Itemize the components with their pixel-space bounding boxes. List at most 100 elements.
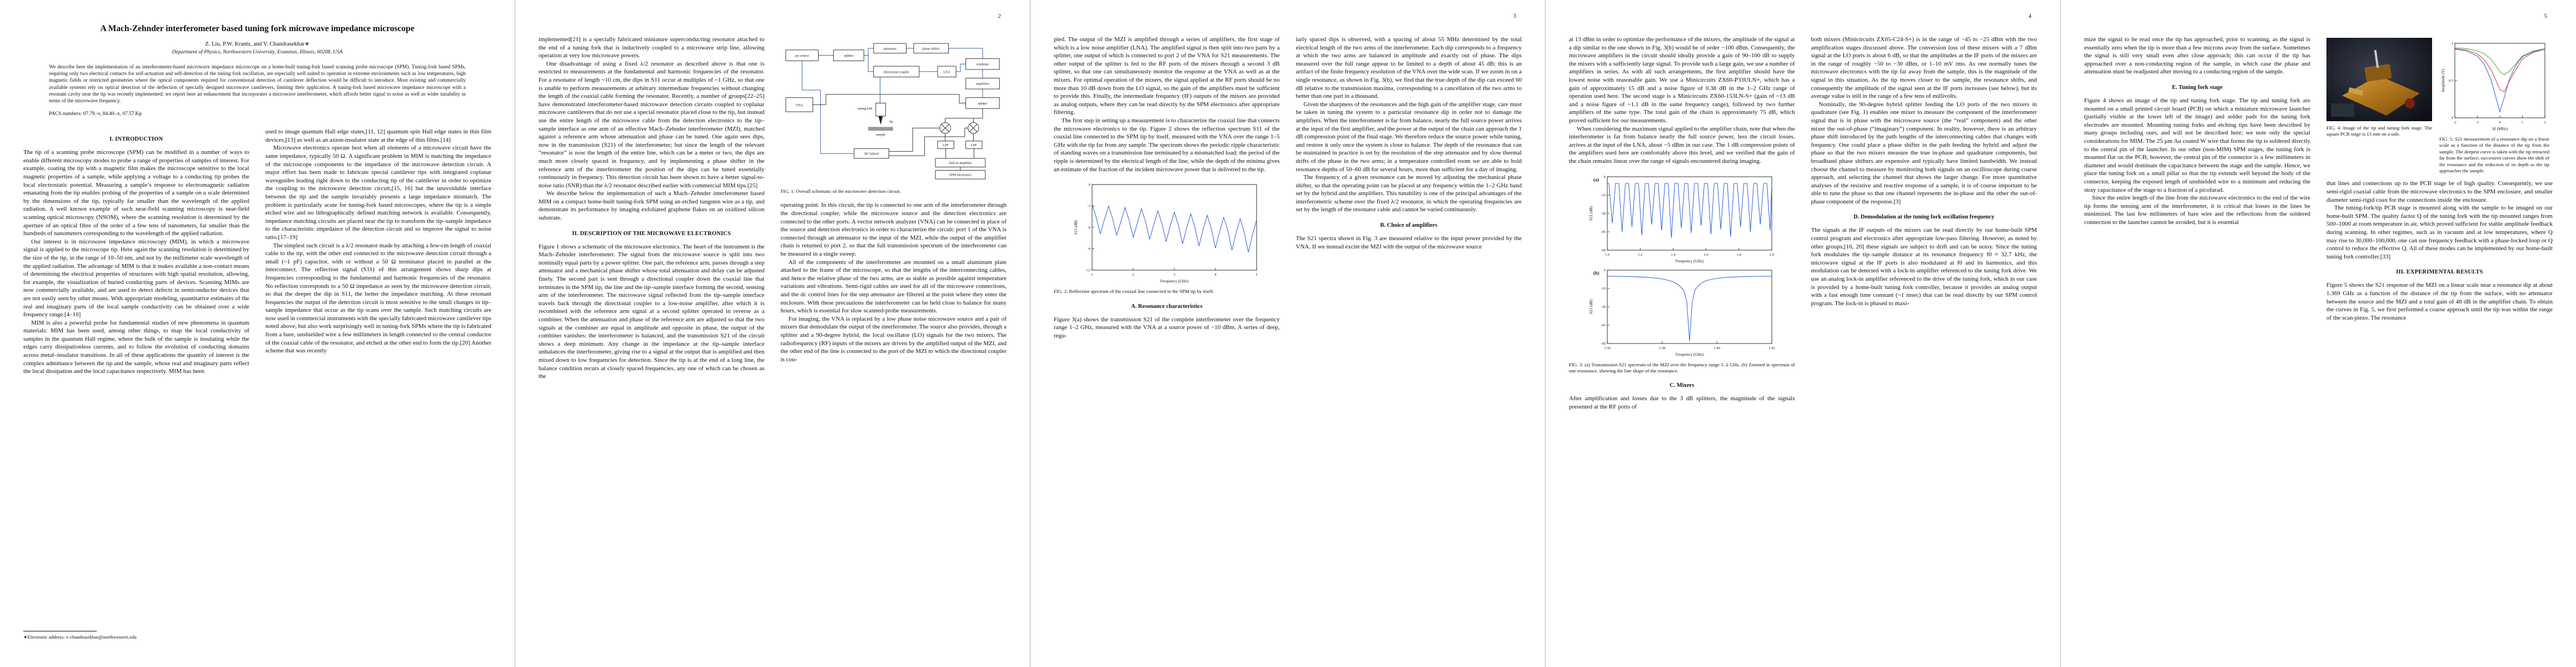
paragraph: that lines and connections up to the PCB… bbox=[2326, 180, 2553, 203]
page-2-column-2: μw source splitter attenuator phase shif… bbox=[781, 36, 1007, 633]
paper-affiliation: Department of Physics, Northwestern Univ… bbox=[172, 49, 343, 55]
svg-text:1.40: 1.40 bbox=[1714, 346, 1720, 350]
section-heading: A. Resonance characteristics bbox=[1130, 303, 1203, 310]
paragraph: We describe below the implementation of … bbox=[539, 190, 765, 222]
svg-text:1.6: 1.6 bbox=[1704, 253, 1709, 257]
paragraph: When considering the maximum signal appl… bbox=[1569, 125, 1795, 165]
launcher-pad bbox=[2348, 87, 2364, 96]
amplifiers-label: amplifiers bbox=[976, 82, 990, 86]
mixer-symbols bbox=[939, 122, 979, 134]
svg-text:1.2: 1.2 bbox=[1638, 253, 1642, 257]
page-4-column-1: at 13 dBm in order to optimize the perfo… bbox=[1569, 36, 1795, 633]
page-number: 2 bbox=[998, 13, 1001, 19]
coupler-label: directional coupler bbox=[884, 71, 909, 74]
paragraph: operating point. In this circuit, the ti… bbox=[780, 202, 1007, 257]
svg-text:0: 0 bbox=[2499, 121, 2500, 125]
svg-text:-3: -3 bbox=[1088, 205, 1090, 208]
combiner-label: combiner bbox=[976, 63, 989, 67]
svg-text:0: 0 bbox=[1604, 268, 1606, 272]
svg-text:Frequency (GHz): Frequency (GHz) bbox=[1676, 352, 1704, 357]
paper-abstract: We describe here the implementation of a… bbox=[49, 64, 466, 104]
circuit-schematic-drawing: μw source splitter attenuator phase shif… bbox=[785, 43, 1000, 180]
section-heading: B. Choice of amplifiers bbox=[1380, 222, 1438, 229]
svg-text:Frequency (GHz): Frequency (GHz) bbox=[1676, 259, 1704, 263]
paragraph: The tip of a scanning probe microscope (… bbox=[23, 149, 250, 237]
svg-text:-60: -60 bbox=[1601, 248, 1606, 252]
panel-b-label: (b) bbox=[1593, 270, 1600, 276]
svg-text:Frequency (GHz): Frequency (GHz) bbox=[1160, 279, 1189, 283]
svg-text:5: 5 bbox=[1256, 273, 1258, 277]
section-heading: D. Demodulation at the tuning fork oscil… bbox=[1853, 214, 1995, 221]
tip-symbol bbox=[878, 116, 883, 125]
paragraph: both mixers (Minicircuits ZX05-C24-S+) i… bbox=[1811, 36, 2037, 100]
page-3: 3 pled. The output of the MZI is amplifi… bbox=[1030, 0, 1546, 667]
footnote: ∗Electronic address: v-chandrasekhar@nor… bbox=[23, 631, 250, 640]
footnote-text: ∗Electronic address: v-chandrasekhar@nor… bbox=[23, 634, 137, 640]
svg-text:S21 (dB): S21 (dB) bbox=[1589, 299, 1593, 314]
paragraph: at 13 dBm in order to optimize the perfo… bbox=[1569, 36, 1795, 124]
svg-text:-30: -30 bbox=[1601, 212, 1606, 216]
paragraph: Given the sharpness of the resonances an… bbox=[1296, 101, 1522, 173]
lockin-label: lock-in amplifier bbox=[949, 161, 971, 165]
paper-title: A Mach-Zehnder interferometer based tuni… bbox=[100, 24, 415, 33]
figure-row: FIG. 4: Image of the tip and tuning fork… bbox=[2326, 38, 2553, 174]
schematic-labels: μw source splitter attenuator phase shif… bbox=[795, 47, 989, 177]
paragraph: The tuning-fork/tip PCB stage is mounted… bbox=[2326, 205, 2553, 260]
tuning-fork-label: tuning fork bbox=[858, 107, 873, 111]
svg-text:1.36: 1.36 bbox=[1605, 346, 1611, 350]
figure-5-approach-curves: -2 -1 0 1 2 0 0.5 1 Δf (MHz) Amplitude (V) FIG. 5… bbox=[2439, 38, 2549, 174]
paragraph: Nominally, the 90-degree hybrid splitter… bbox=[1811, 101, 2037, 205]
paragraph: mize the signal to be read once the tip … bbox=[2084, 36, 2310, 76]
svg-text:2: 2 bbox=[2544, 121, 2545, 125]
hybrid-label: 90° hybrid bbox=[864, 152, 879, 156]
page-5-columns: mize the signal to be read once the tip … bbox=[2084, 36, 2553, 633]
paragraph: The simplest such circuit is a λ/2 reson… bbox=[265, 242, 492, 355]
figure-1-caption: FIG. 1: Overall schematic of the microwa… bbox=[780, 188, 901, 194]
page-5-column-1: mize the signal to be read once the tip … bbox=[2084, 36, 2310, 633]
svg-text:4: 4 bbox=[1215, 273, 1217, 277]
panel-a-label: (a) bbox=[1593, 176, 1599, 182]
page-number: 3 bbox=[1513, 13, 1516, 19]
paragraph: Microwave electronics operate best when … bbox=[265, 145, 492, 241]
section-heading: E. Tuning fork stage bbox=[2171, 84, 2223, 91]
paragraph: Our interest is in microwave impedance m… bbox=[23, 238, 250, 318]
figure-4-caption: FIG. 4: Image of the tip and tuning fork… bbox=[2326, 125, 2432, 137]
figure-1-circuit-schematic: μw source splitter attenuator phase shif… bbox=[781, 41, 1007, 195]
paragraph: Since the entire length of the line from… bbox=[2084, 195, 2310, 226]
page-1-column-1: I. INTRODUCTION The tip of a scanning pro… bbox=[23, 128, 250, 573]
svg-text:1: 1 bbox=[2522, 121, 2523, 125]
section-heading: III. EXPERIMENTAL RESULTS bbox=[2396, 269, 2483, 276]
lpf1-label: LPF bbox=[943, 144, 949, 147]
page-2-column-1: implemented[21] is a specially fabricate… bbox=[539, 36, 765, 633]
figure-2-reflection-spectrum: 1 2 3 4 5 0 -3 -6 -9 -12 Frequency (GHz) S11 (dB) F… bbox=[1054, 179, 1280, 295]
schematic-if-lines bbox=[813, 94, 983, 171]
page-3-columns: pled. The output of the MZI is amplified… bbox=[1054, 36, 1522, 633]
figure-3-transmission-spectrum: (a) 1.0 1.2 1.4 1.6 1.8 2.0 0 -15 -30 -45 -60 Frequ… bbox=[1569, 171, 1795, 375]
splitter-label: splitter bbox=[844, 54, 853, 58]
svg-text:S21 (dB): S21 (dB) bbox=[1589, 206, 1593, 221]
page-number: 5 bbox=[2544, 13, 2547, 19]
tuning-fork-stage-photo bbox=[2326, 38, 2432, 121]
paragraph: Figure 1 shows a schematic of the microw… bbox=[539, 243, 765, 380]
page-1-columns: I. INTRODUCTION The tip of a scanning pro… bbox=[23, 128, 491, 573]
page-4: 4 at 13 dBm in order to optimize the per… bbox=[1546, 0, 2061, 667]
solder-blob bbox=[2405, 98, 2415, 108]
paragraph: Figure 4 shows an image of the tip and t… bbox=[2084, 97, 2310, 193]
paragraph: Figure 5 shows the S21 response of the M… bbox=[2326, 282, 2553, 321]
svg-text:1: 1 bbox=[1092, 273, 1093, 277]
paragraph: implemented[21] is a specially fabricate… bbox=[539, 36, 765, 59]
svg-text:1: 1 bbox=[2452, 42, 2453, 46]
figure-3-panel-b: (b) 1.36 1.38 1.40 1.42 0 -15 -30 -45 -60 Frequen… bbox=[1569, 265, 1795, 358]
page-2-columns: implemented[21] is a specially fabricate… bbox=[539, 36, 1007, 633]
page-1-column-2: used to image quantum Hall edge states,[… bbox=[266, 128, 492, 573]
svg-text:0: 0 bbox=[1089, 183, 1090, 187]
svg-text:2: 2 bbox=[1133, 273, 1134, 277]
tip-wire bbox=[2374, 49, 2379, 68]
paragraph: The signals at the IF outputs of the mix… bbox=[1811, 227, 2037, 307]
svg-text:-60: -60 bbox=[1601, 342, 1606, 346]
section-heading: II. DESCRIPTION OF THE MICROWAVE ELECTRO… bbox=[572, 230, 731, 237]
lna-label: LNA bbox=[943, 71, 950, 74]
tuning-fork-body bbox=[2364, 64, 2392, 82]
connector-body bbox=[2331, 103, 2354, 117]
section-heading: I. INTRODUCTION bbox=[109, 136, 163, 143]
